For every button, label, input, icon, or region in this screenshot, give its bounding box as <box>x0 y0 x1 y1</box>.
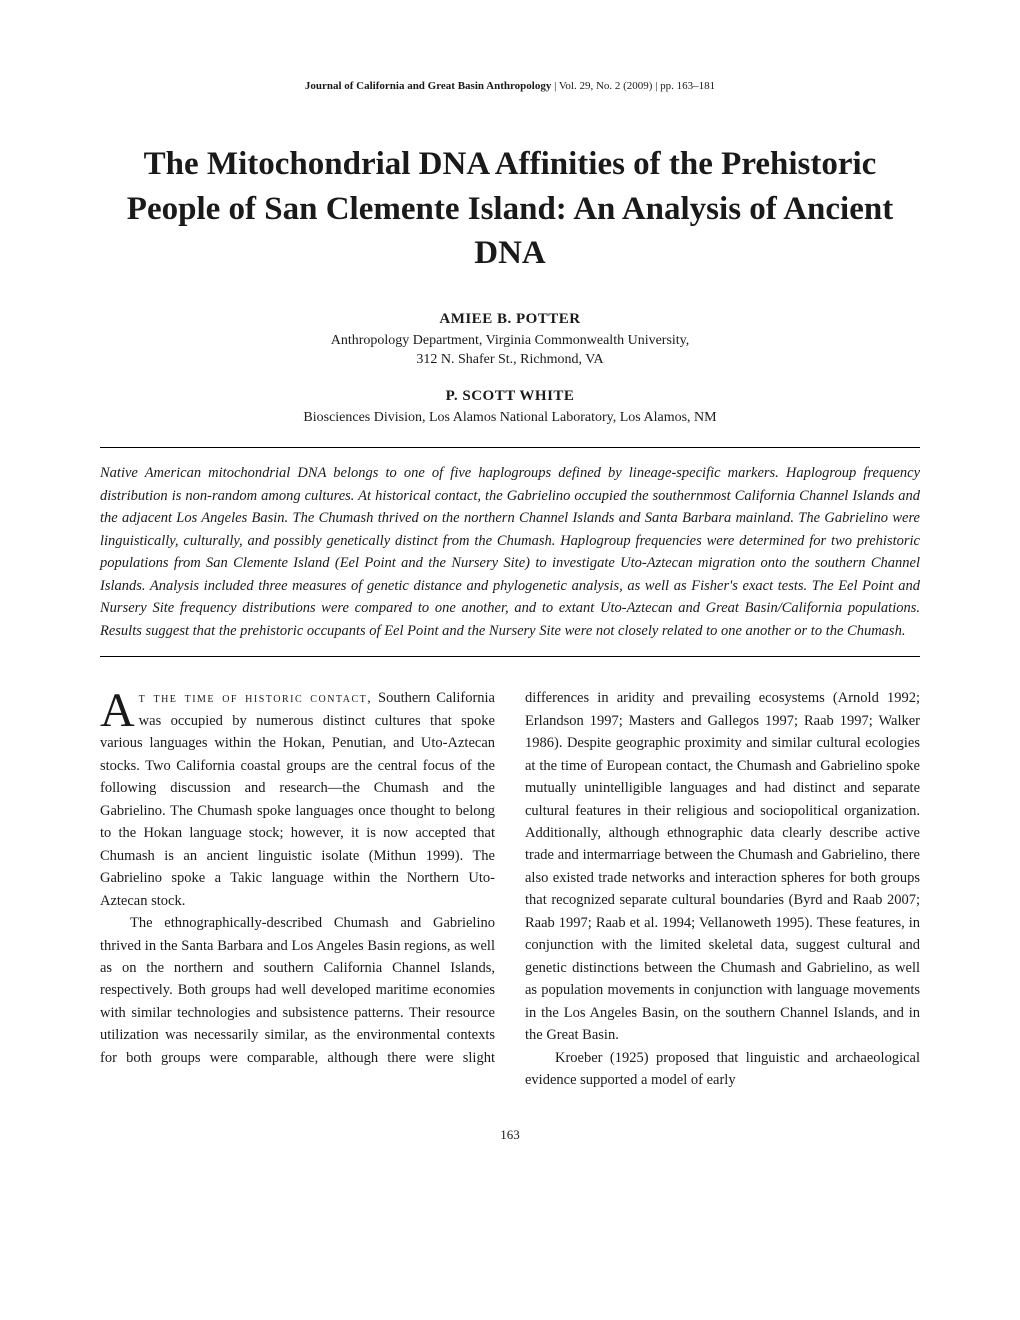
article-title: The Mitochondrial DNA Affinities of the … <box>100 142 920 276</box>
first-para-rest: Southern California was occupied by nume… <box>100 690 495 908</box>
journal-name: Journal of California and Great Basin An… <box>305 80 552 92</box>
journal-header: Journal of California and Great Basin An… <box>100 80 920 92</box>
body-text-columns: At the time of historic contact, Souther… <box>100 687 920 1091</box>
author-affiliation-2: Biosciences Division, Los Alamos Nationa… <box>100 408 920 428</box>
abstract-text: Native American mitochondrial DNA belong… <box>100 462 920 642</box>
author-name-1: AMIEE B. POTTER <box>100 311 920 328</box>
body-paragraph-1: At the time of historic contact, Souther… <box>100 687 495 912</box>
author-name-2: P. SCOTT WHITE <box>100 388 920 405</box>
author-affiliation-1b: 312 N. Shafer St., Richmond, VA <box>100 350 920 370</box>
divider-bottom <box>100 656 920 657</box>
drop-cap: A <box>100 687 139 732</box>
author-block-2: P. SCOTT WHITE Biosciences Division, Los… <box>100 388 920 428</box>
first-line-small-caps: t the time of historic contact, <box>139 691 373 706</box>
author-block-1: AMIEE B. POTTER Anthropology Department,… <box>100 311 920 370</box>
author-affiliation-1a: Anthropology Department, Virginia Common… <box>100 331 920 351</box>
page-number: 163 <box>100 1127 920 1143</box>
divider-top <box>100 447 920 448</box>
body-paragraph-3: Kroeber (1925) proposed that linguistic … <box>525 1047 920 1092</box>
journal-issue-info: | Vol. 29, No. 2 (2009) | pp. 163–181 <box>551 80 715 92</box>
